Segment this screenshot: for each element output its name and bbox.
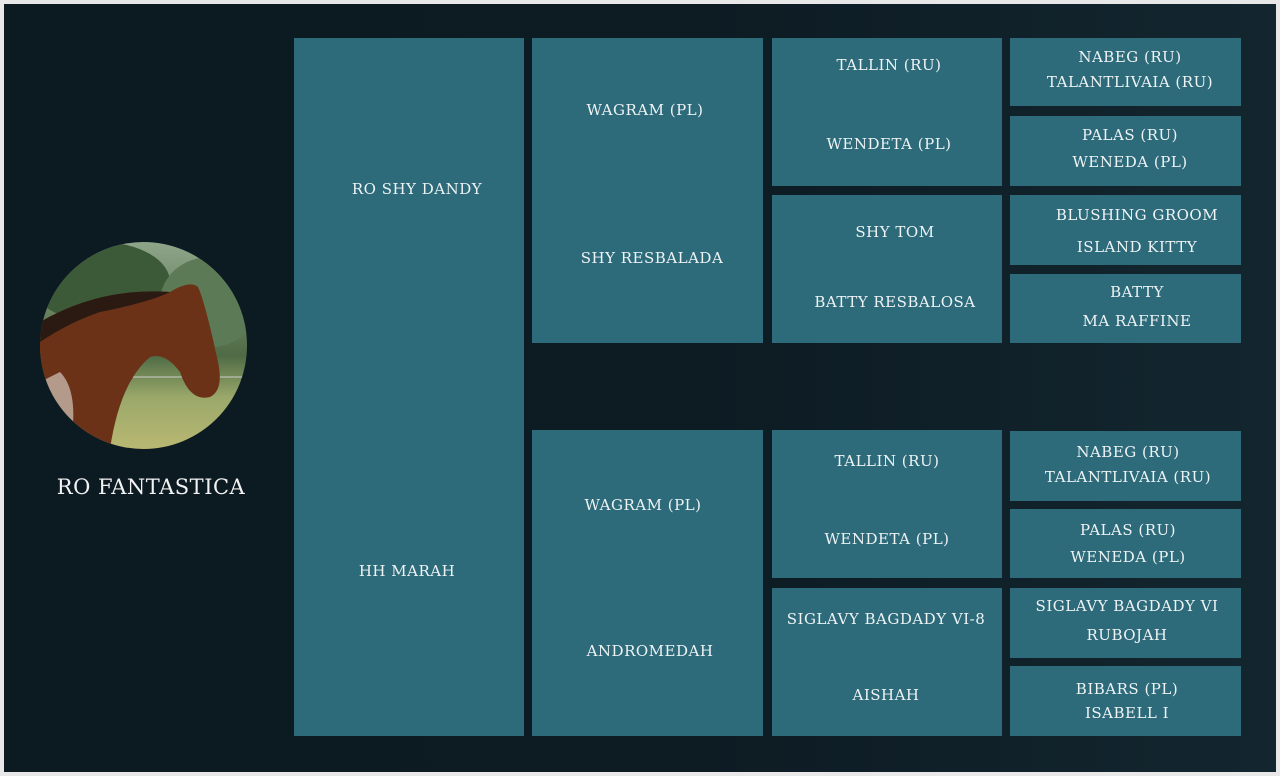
ancestor-name[interactable]: WENDETA (PL) (826, 135, 952, 153)
ancestor-name[interactable]: AISHAH (852, 686, 920, 704)
pedigree-box-gen4 (1010, 509, 1241, 578)
ancestor-name[interactable]: ANDROMEDAH (586, 642, 714, 660)
horse-photo (40, 242, 247, 449)
pedigree-box-gen2-sire (532, 38, 763, 343)
ancestor-name[interactable]: PALAS (RU) (1081, 126, 1179, 144)
pedigree-box-gen2-dam (532, 430, 763, 736)
pedigree-box-gen3 (772, 195, 1002, 343)
ancestor-name[interactable]: NABEG (RU) (1076, 443, 1180, 461)
pedigree-box-gen3 (772, 430, 1002, 578)
pedigree-box-gen4 (1010, 116, 1241, 186)
ancestor-name[interactable]: TALLIN (RU) (834, 452, 940, 470)
pedigree-box-gen4 (1010, 588, 1241, 658)
ancestor-name[interactable]: BIBARS (PL) (1075, 680, 1179, 698)
ancestor-name[interactable]: WENEDA (PL) (1072, 153, 1188, 171)
ancestor-name[interactable]: TALANTLIVAIA (RU) (1046, 73, 1214, 91)
ancestor-name[interactable]: ISABELL I (1084, 704, 1170, 722)
ancestor-name[interactable]: BLUSHING GROOM (1055, 206, 1219, 224)
ancestor-name[interactable]: PALAS (RU) (1079, 521, 1177, 539)
pedigree-box-gen3 (772, 588, 1002, 736)
pedigree-box-gen4 (1010, 38, 1241, 106)
ancestor-name[interactable]: BATTY (1110, 283, 1164, 301)
ancestor-name[interactable]: WAGRAM (PL) (586, 101, 704, 119)
pedigree-box-gen4 (1010, 195, 1241, 265)
ancestor-name[interactable]: TALANTLIVAIA (RU) (1044, 468, 1212, 486)
ancestor-name[interactable]: SIGLAVY BAGDADY VI (1035, 597, 1219, 615)
ancestor-name[interactable]: MA RAFFINE (1082, 312, 1192, 330)
sire-name[interactable]: RO SHY DANDY (351, 180, 483, 198)
ancestor-name[interactable]: TALLIN (RU) (836, 56, 942, 74)
ancestor-name[interactable]: ISLAND KITTY (1076, 238, 1198, 256)
pedigree-box-gen4 (1010, 274, 1241, 343)
pedigree-box-gen3 (772, 38, 1002, 186)
pedigree-box-gen4 (1010, 666, 1241, 736)
ancestor-name[interactable]: BATTY RESBALOSA (814, 293, 976, 311)
ancestor-name[interactable]: SHY TOM (855, 223, 935, 241)
pedigree-box-gen4 (1010, 431, 1241, 501)
ancestor-name[interactable]: SIGLAVY BAGDADY VI-8 (786, 610, 986, 628)
horse-name: RO FANTASTICA (56, 475, 246, 499)
ancestor-name[interactable]: RUBOJAH (1086, 626, 1168, 644)
ancestor-name[interactable]: WAGRAM (PL) (584, 496, 702, 514)
ancestor-name[interactable]: SHY RESBALADA (580, 249, 724, 267)
ancestor-name[interactable]: WENEDA (PL) (1070, 548, 1186, 566)
dam-name[interactable]: HH MARAH (358, 562, 456, 580)
ancestor-name[interactable]: NABEG (RU) (1078, 48, 1182, 66)
ancestor-name[interactable]: WENDETA (PL) (824, 530, 950, 548)
pedigree-box-gen1 (294, 38, 524, 736)
